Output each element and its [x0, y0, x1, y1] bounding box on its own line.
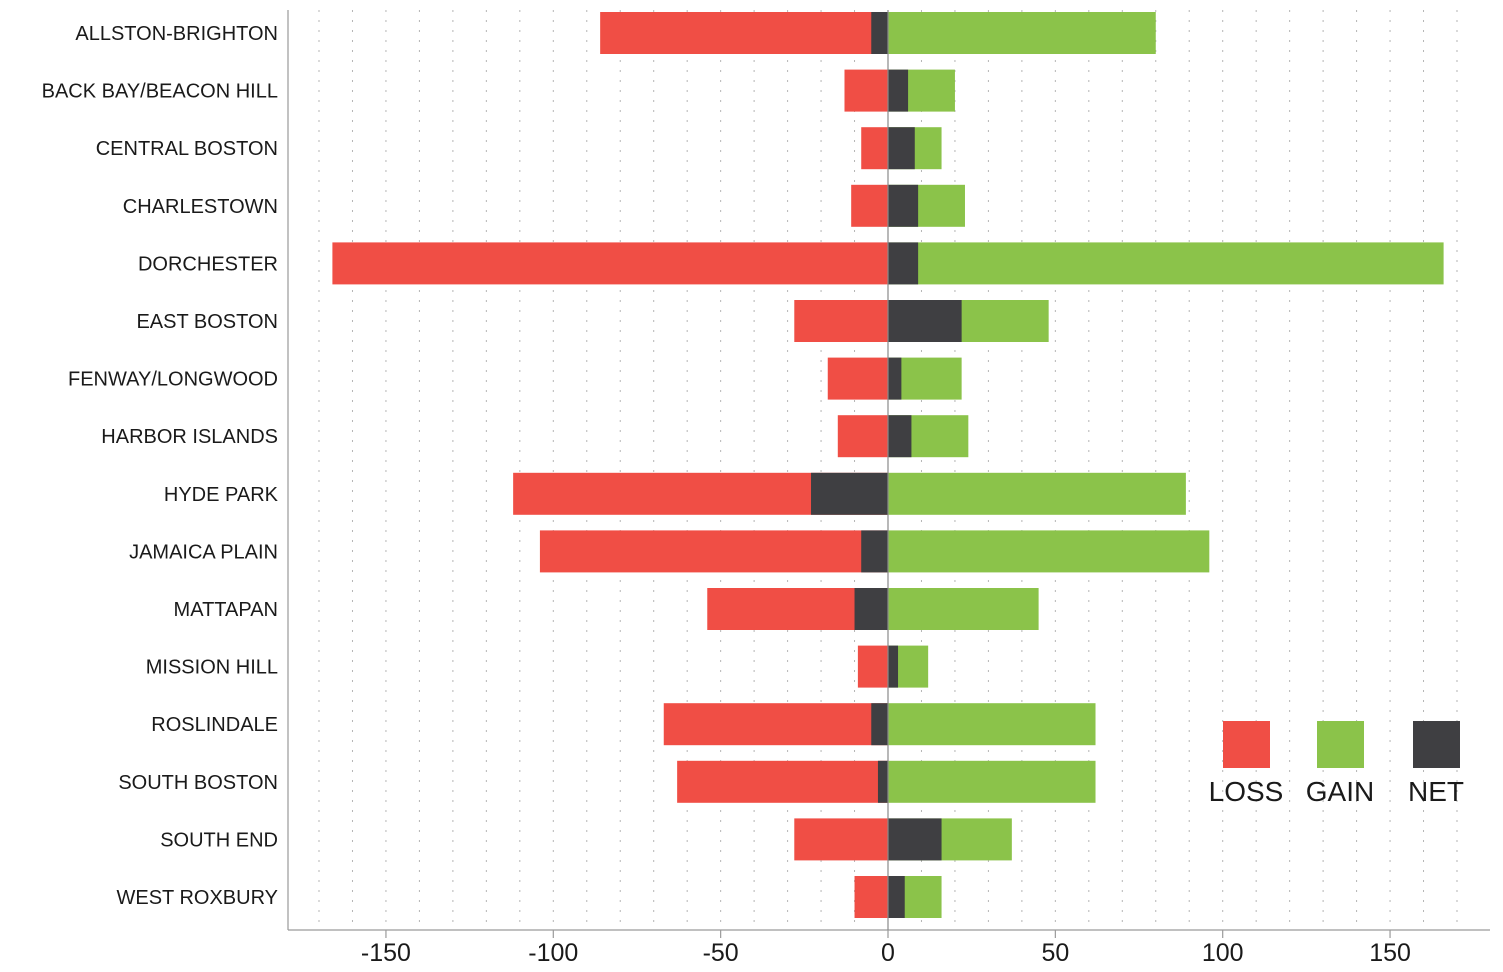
x-tick-labels: -150 -100 -50 0 50 100 150 — [361, 939, 1411, 967]
category-label: MISSION HILL — [146, 657, 278, 679]
loss-bar — [857, 645, 888, 688]
loss-bar — [600, 12, 888, 54]
net-bar — [888, 876, 905, 918]
x-tick-label: 0 — [881, 939, 895, 967]
x-tick-label: 150 — [1369, 939, 1411, 967]
category-label: ALLSTON-BRIGHTON — [75, 23, 278, 45]
x-tick-label: -150 — [361, 939, 411, 967]
loss-bar — [663, 703, 888, 746]
gain-bar — [888, 472, 1186, 515]
legend-label-net: NET — [1408, 776, 1464, 807]
category-label: JAMAICA PLAIN — [129, 541, 278, 563]
loss-bar — [677, 760, 888, 803]
net-bar — [888, 357, 902, 400]
gain-bar — [888, 760, 1096, 803]
loss-bar — [794, 818, 888, 861]
legend-swatch-loss — [1223, 721, 1270, 768]
loss-bar — [794, 300, 888, 342]
loss-bar — [332, 242, 888, 285]
net-bar — [888, 415, 912, 458]
gain-bar — [888, 588, 1039, 630]
category-label: BACK BAY/BEACON HILL — [42, 81, 278, 103]
category-label: SOUTH BOSTON — [118, 772, 278, 794]
category-label: MATTAPAN — [174, 599, 278, 621]
category-label: EAST BOSTON — [136, 311, 278, 333]
net-bar — [871, 12, 888, 54]
legend: LOSS GAIN NET — [1209, 721, 1464, 807]
net-bar — [888, 645, 899, 688]
category-label: CHARLESTOWN — [123, 196, 278, 218]
net-bar — [888, 184, 919, 227]
loss-bar — [837, 415, 888, 458]
gain-bar — [888, 242, 1444, 285]
net-bar — [888, 300, 962, 342]
net-bar — [888, 818, 942, 861]
loss-bar — [851, 184, 888, 227]
gain-bar — [888, 703, 1096, 746]
category-label: HARBOR ISLANDS — [101, 426, 278, 448]
loss-bar — [827, 357, 888, 400]
category-labels: ALLSTON-BRIGHTON BACK BAY/BEACON HILL CENT… — [42, 23, 279, 909]
legend-swatch-net — [1413, 721, 1460, 768]
net-bar — [877, 760, 888, 803]
category-label: FENWAY/LONGWOOD — [68, 369, 278, 391]
category-label: SOUTH END — [160, 829, 278, 851]
category-label: HYDE PARK — [164, 484, 279, 506]
category-label: CENTRAL BOSTON — [96, 138, 278, 160]
x-tick-label: -100 — [528, 939, 578, 967]
net-bar — [811, 472, 888, 515]
loss-bar — [854, 876, 888, 918]
legend-swatch-gain — [1317, 721, 1364, 768]
category-label: ROSLINDALE — [151, 714, 278, 736]
gain-bar — [888, 12, 1156, 54]
loss-bar — [844, 69, 888, 112]
net-bar — [888, 242, 919, 285]
legend-label-gain: GAIN — [1306, 776, 1374, 807]
bars — [332, 12, 1444, 918]
net-bar — [888, 127, 915, 170]
x-tick-label: -50 — [703, 939, 739, 967]
loss-bar — [539, 530, 888, 573]
x-tick-label: 100 — [1202, 939, 1244, 967]
net-bar — [861, 530, 888, 573]
loss-bar — [861, 127, 888, 170]
legend-label-loss: LOSS — [1209, 776, 1284, 807]
category-label: WEST ROXBURY — [116, 887, 278, 909]
gain-bar — [888, 530, 1210, 573]
category-label: DORCHESTER — [138, 253, 278, 275]
x-tick-label: 50 — [1041, 939, 1069, 967]
axes — [287, 10, 1490, 938]
net-bar — [854, 588, 888, 630]
net-bar — [871, 703, 888, 746]
grid-lines — [318, 10, 1458, 930]
net-bar — [888, 69, 909, 112]
